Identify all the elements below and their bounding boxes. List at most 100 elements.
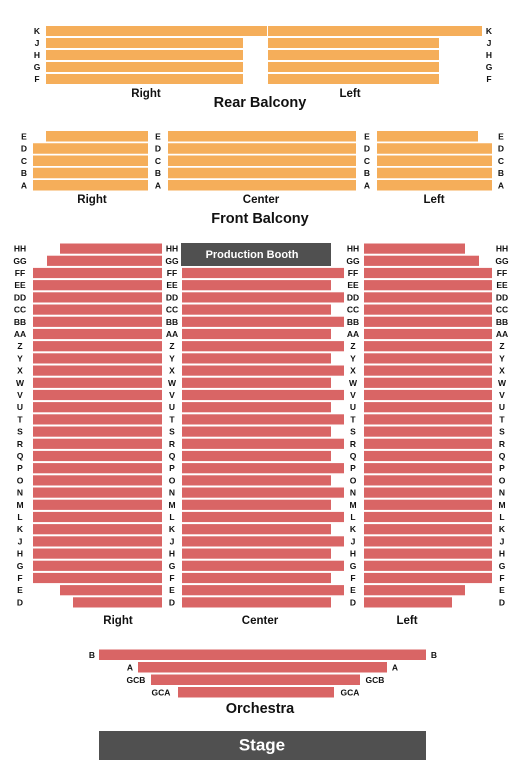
front-right-row-d[interactable]	[33, 143, 148, 154]
main-center-row-bb[interactable]	[182, 316, 344, 327]
front-right-row-a[interactable]	[33, 180, 148, 191]
main-right-row-w[interactable]	[33, 377, 162, 388]
main-center-row-dd[interactable]	[182, 292, 344, 303]
main-left-row-r[interactable]	[364, 438, 492, 449]
rear-left-row-j[interactable]	[268, 38, 439, 48]
main-right-row-gg[interactable]	[47, 255, 162, 266]
front-center-row-c[interactable]	[168, 155, 356, 167]
main-left-row-aa[interactable]	[364, 328, 492, 340]
main-left-row-t[interactable]	[364, 414, 492, 425]
main-right-row-hh[interactable]	[60, 243, 162, 254]
main-center-row-l[interactable]	[182, 511, 344, 523]
main-center-row-f[interactable]	[182, 572, 331, 584]
rear-right-row-h[interactable]	[46, 50, 243, 60]
orchestra-row-b[interactable]	[99, 649, 426, 661]
main-center-row-k[interactable]	[182, 524, 331, 535]
main-right-row-x[interactable]	[33, 365, 162, 376]
front-left-row-b[interactable]	[377, 167, 492, 179]
main-left-row-v[interactable]	[364, 389, 492, 401]
main-right-row-ff[interactable]	[33, 267, 162, 279]
main-center-row-x[interactable]	[182, 365, 344, 376]
main-left-row-o[interactable]	[364, 475, 492, 486]
main-left-row-j[interactable]	[364, 536, 492, 547]
main-center-row-p[interactable]	[182, 463, 344, 474]
front-center-row-d[interactable]	[168, 143, 356, 154]
main-center-row-y[interactable]	[182, 353, 331, 364]
main-left-row-z[interactable]	[364, 341, 492, 352]
main-center-row-cc[interactable]	[182, 304, 331, 315]
main-center-row-q[interactable]	[182, 450, 331, 462]
main-right-row-j[interactable]	[33, 536, 162, 547]
main-center-row-v[interactable]	[182, 389, 344, 401]
main-center-row-n[interactable]	[182, 487, 344, 498]
main-right-row-z[interactable]	[33, 341, 162, 352]
front-center-row-e[interactable]	[168, 131, 356, 142]
main-left-row-s[interactable]	[364, 426, 492, 437]
main-left-row-x[interactable]	[364, 365, 492, 376]
main-left-row-gg[interactable]	[364, 255, 479, 266]
main-right-row-o[interactable]	[33, 475, 162, 486]
front-right-row-b[interactable]	[33, 167, 148, 179]
main-right-row-bb[interactable]	[33, 316, 162, 327]
rear-right-row-g[interactable]	[46, 62, 243, 72]
main-center-row-ee[interactable]	[182, 280, 331, 291]
main-left-row-bb[interactable]	[364, 316, 492, 327]
main-left-row-e[interactable]	[364, 585, 465, 596]
main-right-row-r[interactable]	[33, 438, 162, 449]
main-left-row-k[interactable]	[364, 524, 492, 535]
main-left-row-m[interactable]	[364, 499, 492, 510]
main-left-row-hh[interactable]	[364, 243, 465, 254]
main-center-row-d[interactable]	[182, 597, 331, 608]
main-left-row-y[interactable]	[364, 353, 492, 364]
main-center-row-e[interactable]	[182, 585, 344, 596]
main-left-row-l[interactable]	[364, 511, 492, 523]
main-center-row-j[interactable]	[182, 536, 344, 547]
main-right-row-n[interactable]	[33, 487, 162, 498]
main-right-row-f[interactable]	[33, 572, 162, 584]
main-right-row-m[interactable]	[33, 499, 162, 510]
main-center-row-ff[interactable]	[182, 267, 344, 279]
orchestra-row-gcb[interactable]	[151, 674, 360, 686]
front-right-row-e[interactable]	[46, 131, 148, 142]
main-left-row-d[interactable]	[364, 597, 452, 608]
rear-right-row-k[interactable]	[46, 26, 267, 36]
main-right-row-y[interactable]	[33, 353, 162, 364]
rear-left-row-g[interactable]	[268, 62, 439, 72]
main-center-row-r[interactable]	[182, 438, 344, 449]
front-center-row-a[interactable]	[168, 180, 356, 191]
main-left-row-cc[interactable]	[364, 304, 492, 315]
main-center-row-u[interactable]	[182, 402, 331, 413]
main-right-row-aa[interactable]	[33, 328, 162, 340]
main-right-row-u[interactable]	[33, 402, 162, 413]
front-left-row-d[interactable]	[377, 143, 492, 154]
main-left-row-g[interactable]	[364, 560, 492, 571]
main-left-row-ff[interactable]	[364, 267, 492, 279]
main-center-row-g[interactable]	[182, 560, 344, 571]
main-right-row-v[interactable]	[33, 389, 162, 401]
rear-right-row-j[interactable]	[46, 38, 243, 48]
rear-left-row-h[interactable]	[268, 50, 439, 60]
main-right-row-g[interactable]	[33, 560, 162, 571]
front-left-row-e[interactable]	[377, 131, 478, 142]
orchestra-row-a[interactable]	[138, 662, 387, 673]
main-left-row-f[interactable]	[364, 572, 492, 584]
main-left-row-u[interactable]	[364, 402, 492, 413]
main-right-row-t[interactable]	[33, 414, 162, 425]
main-left-row-n[interactable]	[364, 487, 492, 498]
main-right-row-dd[interactable]	[33, 292, 162, 303]
main-center-row-w[interactable]	[182, 377, 331, 388]
main-right-row-k[interactable]	[33, 524, 162, 535]
main-right-row-d[interactable]	[73, 597, 162, 608]
main-left-row-dd[interactable]	[364, 292, 492, 303]
main-left-row-w[interactable]	[364, 377, 492, 388]
front-left-row-a[interactable]	[377, 180, 492, 191]
main-right-row-s[interactable]	[33, 426, 162, 437]
front-right-row-c[interactable]	[33, 155, 148, 167]
main-right-row-q[interactable]	[33, 450, 162, 462]
rear-right-row-f[interactable]	[46, 74, 243, 84]
main-left-row-p[interactable]	[364, 463, 492, 474]
main-center-row-t[interactable]	[182, 414, 344, 425]
rear-left-row-k[interactable]	[268, 26, 482, 36]
main-right-row-e[interactable]	[60, 585, 162, 596]
main-right-row-h[interactable]	[33, 548, 162, 559]
